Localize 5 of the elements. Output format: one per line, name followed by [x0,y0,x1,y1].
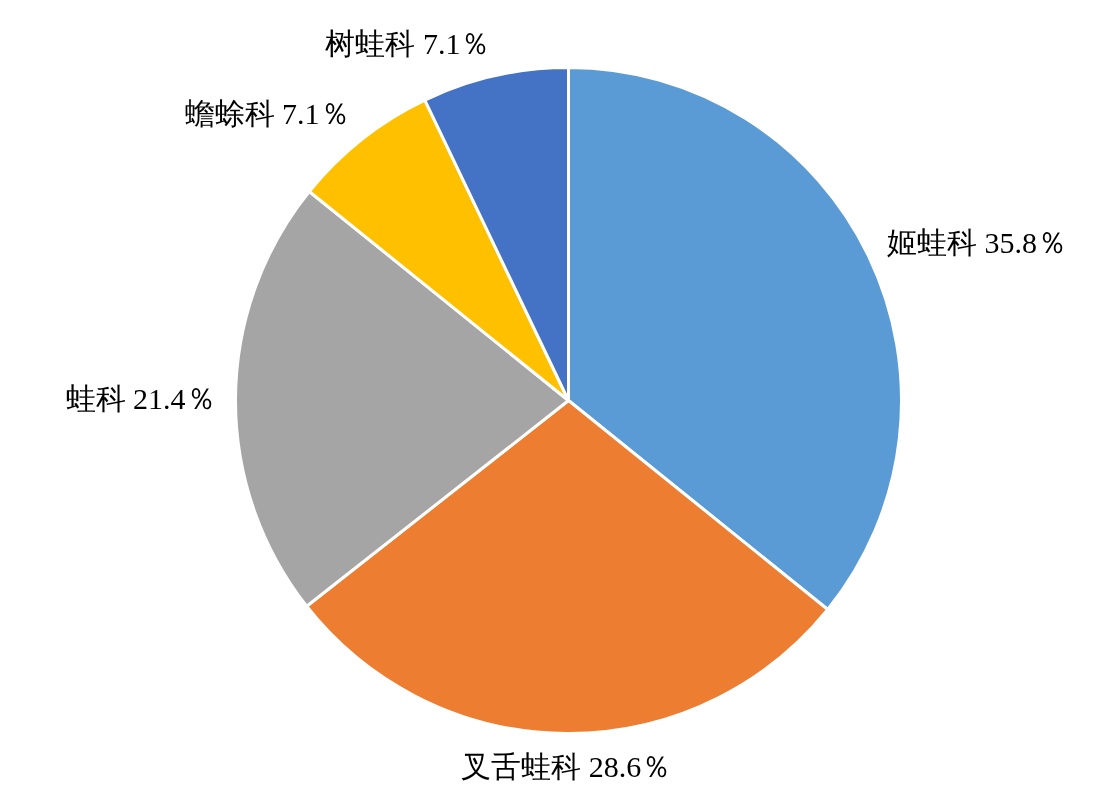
slice-label: 姬蛙科 35.8％ [886,225,1067,259]
slice-label: 树蛙科 7.1％ [325,26,491,60]
slice-label: 蟾蜍科 7.1％ [184,96,350,130]
slice-label: 叉舌蛙科 28.6％ [461,750,672,784]
slice-label: 蛙科 21.4％ [65,381,216,415]
